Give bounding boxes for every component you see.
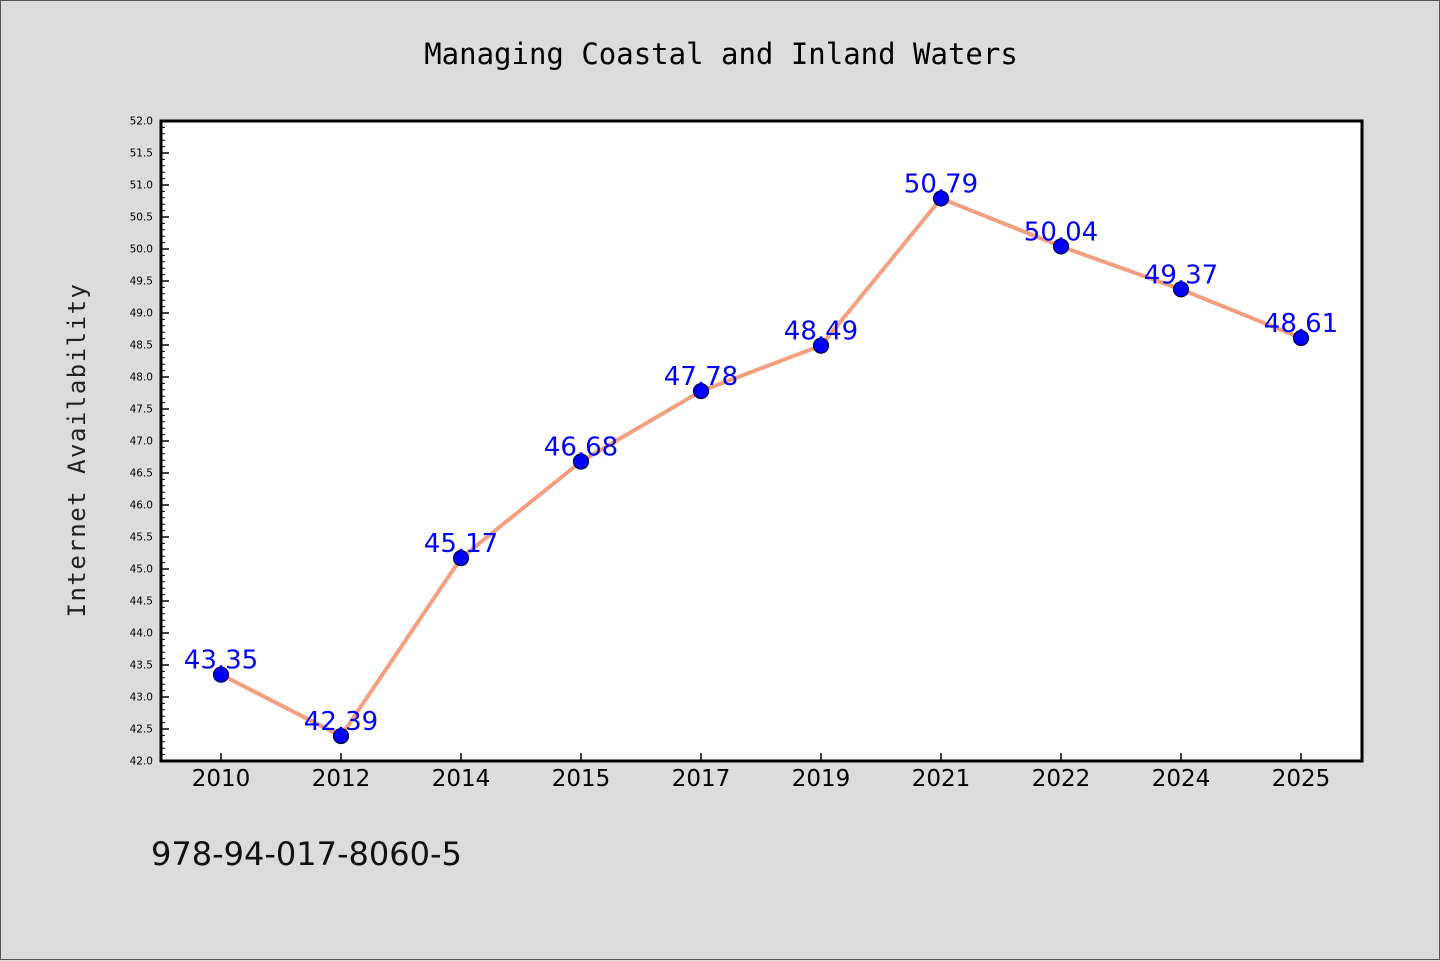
y-tick-label: 42.0 xyxy=(130,756,153,768)
y-tick-label: 50.0 xyxy=(130,244,153,256)
y-tick-label: 51.0 xyxy=(130,180,153,192)
data-label: 49.37 xyxy=(1144,260,1218,290)
y-tick-label: 46.5 xyxy=(130,468,153,480)
series-layer: 43.35 42.39 45.17 46.68 47.78 48.49 50.79 50.04… xyxy=(184,169,1338,745)
y-tick-label: 51.5 xyxy=(130,148,153,160)
y-tick-label: 47.5 xyxy=(130,404,153,416)
y-tick-label: 49.5 xyxy=(130,276,153,288)
y-tick-label: 48.5 xyxy=(130,340,153,352)
plot-area xyxy=(161,121,1362,761)
y-tick-label: 47.0 xyxy=(130,436,153,448)
series-line xyxy=(219,196,1303,739)
plot-frame xyxy=(159,119,1364,763)
x-axis: 2010 2012 2014 2015 2017 2019 2021 2022 2024 2025 xyxy=(192,753,1331,792)
y-tick-label: 48.0 xyxy=(130,372,153,384)
data-label: 45.17 xyxy=(424,529,498,559)
x-tick-label: 2022 xyxy=(1032,766,1091,792)
data-label: 50.04 xyxy=(1024,217,1098,247)
data-point xyxy=(1052,238,1070,255)
data-point xyxy=(332,727,350,745)
y-tick-label: 46.0 xyxy=(130,500,153,512)
y-tick-label: 45.5 xyxy=(130,532,153,544)
y-axis: 42.0 42.5 43.0 43.5 44.0 44.5 45.0 45.5 46.0 46.5… xyxy=(130,116,169,768)
data-point xyxy=(212,666,230,683)
y-tick-label: 45.0 xyxy=(130,564,153,576)
x-tick-label: 2021 xyxy=(912,766,971,792)
y-tick-label: 44.5 xyxy=(130,596,153,608)
data-label: 48.61 xyxy=(1264,309,1338,339)
x-tick-label: 2019 xyxy=(792,766,851,792)
y-tick-label: 52.0 xyxy=(130,116,153,128)
data-label: 42.39 xyxy=(304,707,378,737)
data-point xyxy=(1292,329,1310,347)
y-tick-label: 42.5 xyxy=(130,724,153,736)
data-point xyxy=(1172,281,1190,298)
data-label: 48.49 xyxy=(784,317,858,347)
x-tick-label: 2014 xyxy=(432,766,491,792)
data-point xyxy=(932,190,950,207)
y-tick-label: 43.5 xyxy=(130,660,153,672)
x-tick-label: 2024 xyxy=(1152,766,1211,792)
y-tick-label: 43.0 xyxy=(130,692,153,704)
data-label: 47.78 xyxy=(664,362,738,392)
x-tick-label: 2015 xyxy=(552,766,611,792)
data-label: 46.68 xyxy=(544,432,618,462)
data-point xyxy=(452,550,470,567)
isbn-text: 978-94-017-8060-5 xyxy=(151,835,462,873)
y-tick-label: 44.0 xyxy=(130,628,153,640)
data-label: 50.79 xyxy=(904,169,978,199)
data-point xyxy=(572,453,590,470)
y-tick-label: 49.0 xyxy=(130,308,153,320)
data-point xyxy=(812,337,830,354)
y-tick-label: 50.5 xyxy=(130,212,153,224)
data-label: 43.35 xyxy=(184,646,258,676)
x-tick-label: 2010 xyxy=(192,766,251,792)
data-point xyxy=(692,382,710,400)
chart-title: Managing Coastal and Inland Waters xyxy=(424,37,1018,71)
y-axis-label: Internet Availability xyxy=(63,283,91,618)
x-tick-label: 2012 xyxy=(312,766,371,792)
x-tick-label: 2025 xyxy=(1272,766,1331,792)
x-tick-label: 2017 xyxy=(672,766,731,792)
